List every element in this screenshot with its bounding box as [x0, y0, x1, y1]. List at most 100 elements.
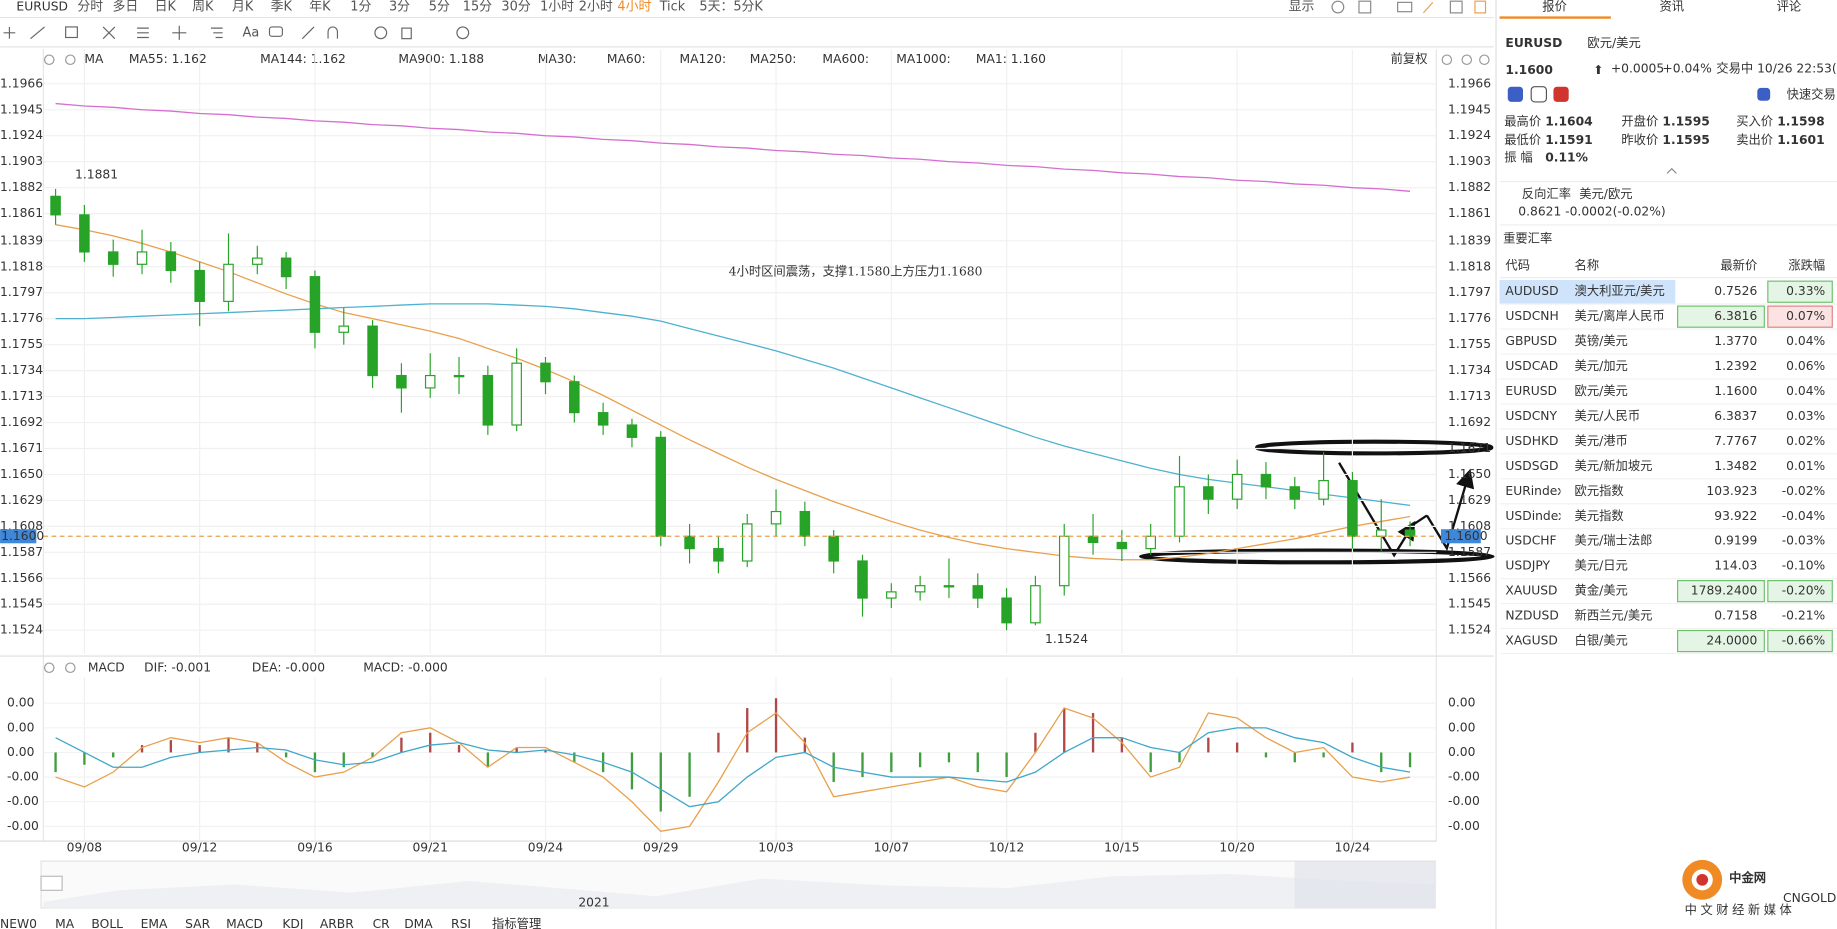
pattern-tool[interactable]	[210, 27, 223, 39]
close-icon[interactable]	[65, 54, 76, 66]
cell-code[interactable]: USDJPY	[1505, 559, 1550, 573]
display-menu[interactable]: 显示	[1289, 0, 1315, 15]
layout-icon[interactable]	[1358, 0, 1372, 14]
indicator-tab[interactable]: KDJ	[282, 917, 303, 929]
text-tool[interactable]: Aa	[243, 25, 260, 40]
period-tab[interactable]: 日K	[155, 0, 177, 15]
reset-icon[interactable]	[1441, 54, 1453, 66]
indicator-tab[interactable]: MA	[55, 917, 75, 929]
row-highlight[interactable]	[1499, 279, 1676, 304]
pen-tool[interactable]	[301, 26, 315, 40]
settings-icon[interactable]	[43, 54, 55, 66]
zoom-in-icon[interactable]	[1479, 54, 1490, 66]
adjust-button[interactable]: 前复权	[1391, 51, 1428, 66]
settings-icon[interactable]	[1331, 0, 1345, 14]
collapse-caret[interactable]	[1666, 167, 1677, 174]
indicator-tab[interactable]: EMA	[141, 917, 168, 929]
cell-code[interactable]: USDCNH	[1505, 309, 1558, 323]
period-tab[interactable]: 1分	[350, 0, 371, 15]
period-tab[interactable]: 4小时	[617, 0, 651, 15]
legend-entry[interactable]: MA1000:	[896, 52, 950, 66]
cell-name[interactable]: 新西兰元/美元	[1575, 608, 1653, 623]
panel-icon[interactable]	[1474, 0, 1487, 14]
chart-header-icons[interactable]	[43, 54, 1490, 674]
crosshair-tool[interactable]	[3, 26, 16, 39]
quote-tab[interactable]: 评论	[1777, 0, 1802, 14]
draw-icon[interactable]	[1422, 1, 1434, 14]
period-tab[interactable]: 分时	[77, 0, 103, 15]
legend-entry[interactable]: MA250:	[750, 52, 797, 66]
hide-tool[interactable]	[374, 26, 388, 40]
period-tab[interactable]: 年K	[309, 0, 331, 15]
cell-code[interactable]: XAUUSD	[1505, 584, 1557, 598]
zoom-out-icon[interactable]	[1461, 54, 1473, 66]
period-tab[interactable]: 月K	[232, 0, 254, 15]
cell-code[interactable]: EURUSD	[1505, 384, 1557, 398]
period-tab[interactable]: Tick	[659, 0, 686, 15]
fib-tool[interactable]	[102, 26, 116, 40]
settings-icon[interactable]	[43, 662, 55, 674]
indicator-tab[interactable]: SAR	[185, 917, 210, 929]
period-tab[interactable]: 5天：5分K	[699, 0, 763, 15]
cell-code[interactable]: USDSGD	[1505, 459, 1558, 473]
delete-tool[interactable]	[401, 27, 412, 40]
period-tab[interactable]: 1小时	[540, 0, 574, 15]
cell-name[interactable]: 美元/人民币	[1575, 409, 1641, 423]
camera-icon[interactable]	[1397, 1, 1413, 13]
cell-code[interactable]: XAGUSD	[1505, 634, 1557, 648]
cell-code[interactable]: USDCAD	[1505, 359, 1558, 373]
bell-icon[interactable]	[1757, 87, 1771, 101]
cell-code[interactable]: NZDUSD	[1505, 609, 1558, 623]
period-tab[interactable]: 多日	[113, 0, 139, 15]
cell-code[interactable]: GBPUSD	[1505, 334, 1557, 348]
toolbar-right-icons[interactable]	[1331, 0, 1487, 14]
indicator-tab[interactable]: BOLL	[91, 917, 123, 929]
cell-name[interactable]: 欧元指数	[1575, 483, 1624, 498]
cell-name[interactable]: 英镑/美元	[1575, 333, 1628, 348]
magnet-tool[interactable]	[327, 26, 339, 39]
settings-tool[interactable]	[456, 26, 470, 40]
period-tab[interactable]: 30分	[501, 0, 530, 15]
cell-code[interactable]: USDHKD	[1505, 434, 1558, 448]
drawing-tools[interactable]	[3, 25, 470, 40]
channel-tool[interactable]	[137, 27, 149, 39]
line-tool[interactable]	[30, 26, 45, 40]
navigator-window[interactable]	[1294, 861, 1436, 908]
indicator-tab[interactable]: DMA	[404, 917, 433, 929]
close-icon[interactable]	[65, 662, 76, 674]
measure-tool[interactable]	[172, 25, 187, 40]
cell-name[interactable]: 美元/瑞士法郎	[1575, 534, 1653, 548]
cell-code[interactable]: USDindex	[1505, 509, 1565, 523]
cell-name[interactable]: 美元/离岸人民币	[1575, 308, 1665, 323]
cell-code[interactable]: USDCNY	[1505, 409, 1557, 423]
quick-trade[interactable]: 快速交易	[1787, 86, 1836, 101]
cell-name[interactable]: 黄金/美元	[1575, 583, 1628, 598]
cell-code[interactable]: AUDUSD	[1505, 284, 1558, 298]
legend-entry[interactable]: MA60:	[607, 52, 646, 66]
quote-tab[interactable]: 资讯	[1659, 0, 1684, 14]
cell-code[interactable]: EURindex	[1505, 484, 1564, 498]
cell-name[interactable]: 澳大利亚元/美元	[1575, 284, 1665, 298]
indicator-tab[interactable]: MACD	[226, 917, 263, 929]
cell-name[interactable]: 美元/加元	[1575, 359, 1628, 373]
legend-entry[interactable]: MA600:	[822, 52, 869, 66]
indicator-tab[interactable]: 指标管理	[492, 916, 541, 929]
cell-name[interactable]: 美元/日元	[1575, 559, 1628, 573]
period-tab[interactable]: 季K	[271, 0, 293, 15]
period-tab[interactable]: 2小时	[579, 0, 613, 15]
period-tab[interactable]: 5分	[429, 0, 450, 15]
period-tab[interactable]: 周K	[192, 0, 214, 15]
indicator-tab[interactable]: NEW0	[0, 917, 37, 929]
cell-name[interactable]: 美元/港币	[1575, 434, 1628, 448]
globe-icon[interactable]	[1507, 86, 1523, 102]
shape-tool[interactable]	[65, 26, 78, 39]
indicator-tab[interactable]: RSI	[451, 917, 471, 929]
indicator-tab[interactable]: CR	[373, 917, 391, 929]
note-tool[interactable]	[268, 26, 283, 37]
cell-name[interactable]: 白银/美元	[1575, 633, 1628, 648]
quote-tab[interactable]: 报价	[1542, 0, 1567, 14]
navigator-handle[interactable]	[40, 875, 63, 891]
fullscreen-icon[interactable]	[1449, 0, 1463, 14]
cell-name[interactable]: 美元/新加坡元	[1575, 458, 1653, 473]
indicator-tab[interactable]: ARBR	[320, 917, 354, 929]
